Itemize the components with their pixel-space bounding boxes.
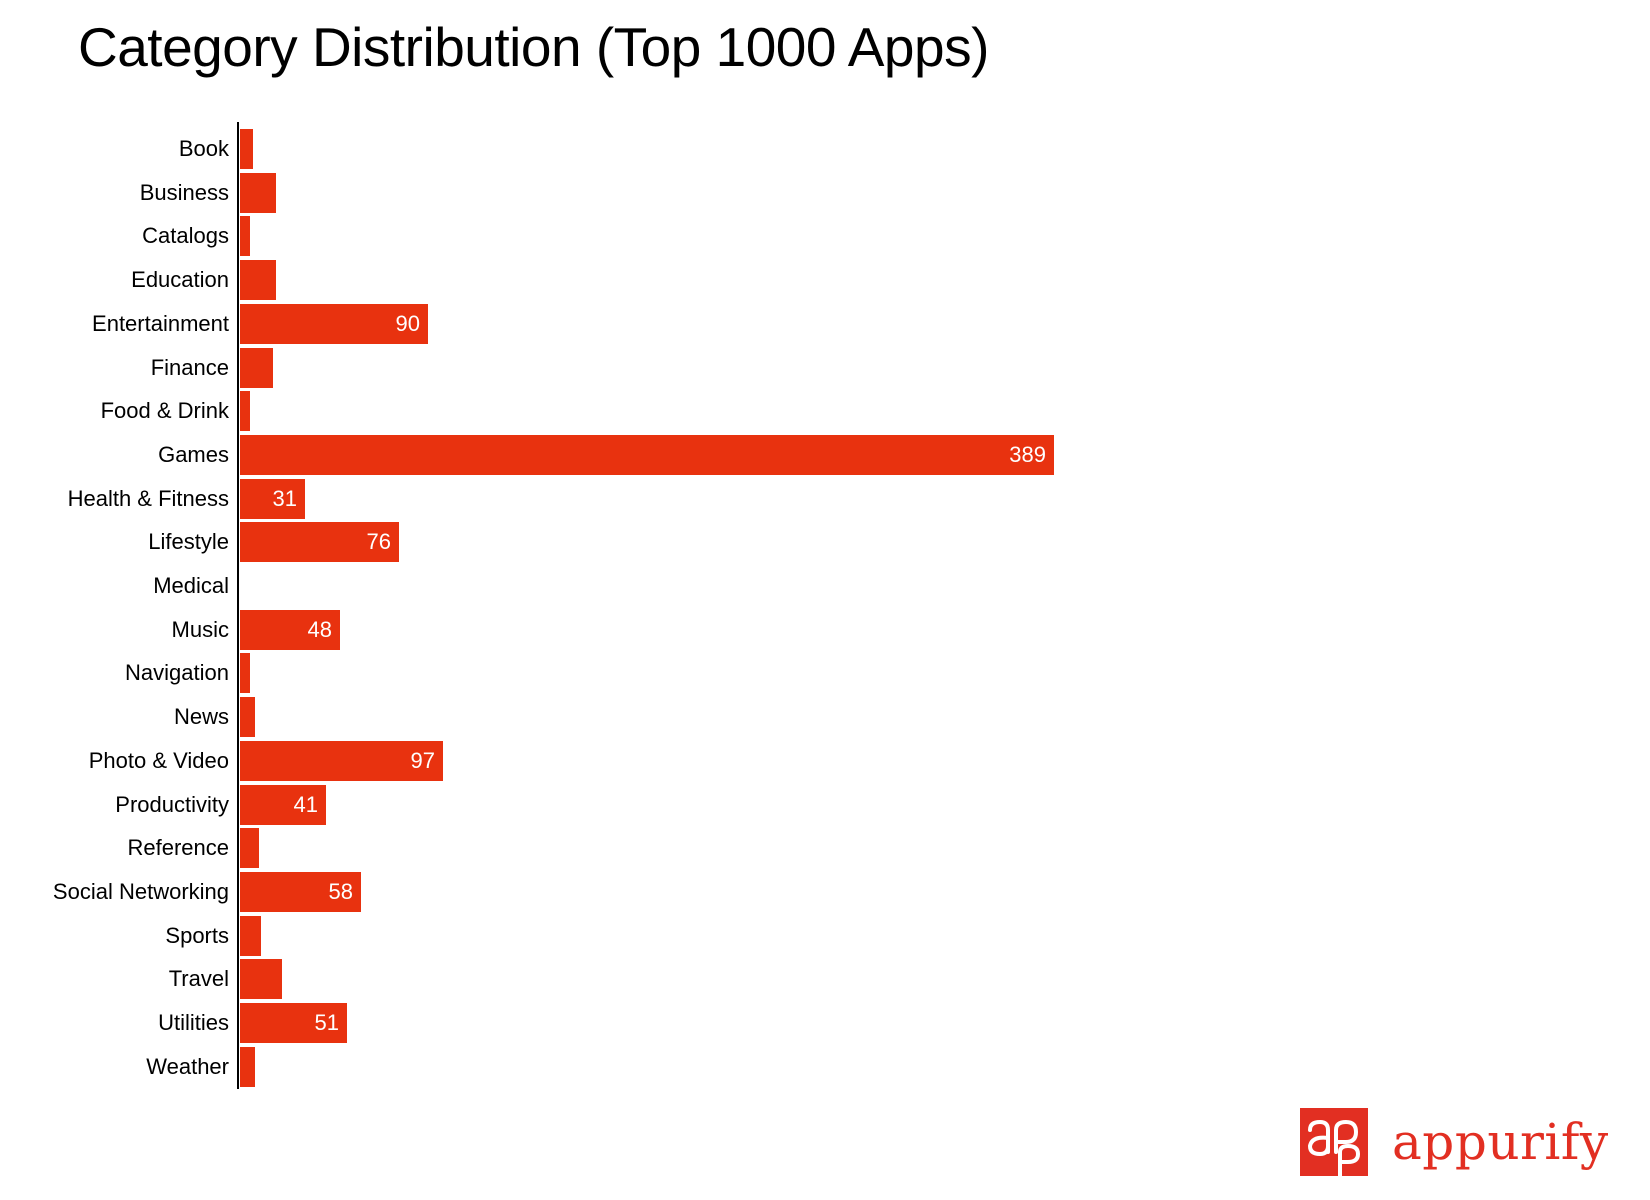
bar: 58 <box>240 871 361 912</box>
bar <box>240 129 253 169</box>
bar-row: Entertainment 90 <box>0 303 1200 344</box>
bar: 48 <box>240 609 340 650</box>
bar-row: Lifestyle 76 <box>0 522 1200 563</box>
category-label: Business <box>139 179 229 205</box>
bar: 90 <box>240 303 428 344</box>
category-label: Reference <box>127 835 229 861</box>
category-label: News <box>173 704 229 730</box>
category-axis-line <box>237 122 239 1089</box>
bar-row: Finance <box>0 347 1200 388</box>
category-label: Health & Fitness <box>67 485 229 511</box>
bar-row: Travel <box>0 959 1200 1000</box>
bar-value-label: 58 <box>328 878 353 904</box>
bar <box>240 260 276 301</box>
category-label: Catalogs <box>142 223 229 249</box>
category-label: Photo & Video <box>88 747 229 773</box>
bar-row: Reference <box>0 828 1200 869</box>
appurify-ap-monogram-icon <box>1300 1108 1368 1178</box>
bar <box>240 915 261 956</box>
bar-row: Games 389 <box>0 434 1200 475</box>
bar-value-label: 389 <box>1009 441 1046 467</box>
appurify-wordmark: appurify <box>1392 1113 1609 1171</box>
bar-value-label: 31 <box>272 485 297 511</box>
category-label: Book <box>178 136 229 161</box>
chart-title: Category Distribution (Top 1000 Apps) <box>78 16 989 78</box>
category-label: Weather <box>146 1053 229 1079</box>
bar-row: Medical <box>0 566 1200 606</box>
category-label: Finance <box>150 354 229 380</box>
appurify-logo: appurify <box>1300 1108 1609 1178</box>
bar-value-label: 97 <box>410 747 435 773</box>
bar: 31 <box>240 478 305 519</box>
category-label: Productivity <box>115 791 229 817</box>
category-label: Games <box>158 441 229 467</box>
category-label: Entertainment <box>92 310 229 336</box>
category-label: Travel <box>168 966 229 992</box>
bar-row: Food & Drink <box>0 391 1200 432</box>
bar <box>240 391 250 432</box>
bar <box>240 216 250 257</box>
bar-row: Sports <box>0 915 1200 956</box>
bar <box>240 959 282 1000</box>
bar: 41 <box>240 784 326 825</box>
category-label: Food & Drink <box>100 398 229 424</box>
bar-value-label: 51 <box>314 1010 339 1035</box>
bar: 97 <box>240 740 443 781</box>
bar-value-label: 48 <box>307 616 332 642</box>
bar: 76 <box>240 522 399 563</box>
bar-row: Photo & Video 97 <box>0 740 1200 781</box>
category-label: Social Networking <box>52 878 229 904</box>
category-label: Sports <box>165 922 229 948</box>
category-label: Music <box>171 616 229 642</box>
category-label: Education <box>131 267 229 293</box>
bar-row: Navigation <box>0 653 1200 694</box>
bar-row: Productivity 41 <box>0 784 1200 825</box>
bar <box>240 828 259 869</box>
bar-row: Catalogs <box>0 216 1200 257</box>
category-label: Navigation <box>125 660 229 686</box>
bar <box>240 1046 255 1087</box>
bar-row: Music 48 <box>0 609 1200 650</box>
category-label: Lifestyle <box>148 529 229 555</box>
bar <box>240 697 255 738</box>
bar-row: Book <box>0 129 1200 169</box>
bar: 51 <box>240 1003 347 1043</box>
bar-row: Utilities 51 <box>0 1003 1200 1043</box>
bar <box>240 347 273 388</box>
bar-value-label: 41 <box>293 791 318 817</box>
bar-row: Social Networking 58 <box>0 871 1200 912</box>
bar-row: Business <box>0 172 1200 213</box>
bar <box>240 653 250 694</box>
bar-row: Weather <box>0 1046 1200 1087</box>
bar: 389 <box>240 434 1054 475</box>
bar-row: Education <box>0 260 1200 301</box>
bar-value-label: 76 <box>366 529 391 555</box>
category-label: Medical <box>153 573 229 598</box>
category-label: Utilities <box>158 1010 229 1035</box>
bar-value-label: 90 <box>395 310 420 336</box>
bar-row: News <box>0 697 1200 738</box>
bar <box>240 172 276 213</box>
bar-row: Health & Fitness 31 <box>0 478 1200 519</box>
